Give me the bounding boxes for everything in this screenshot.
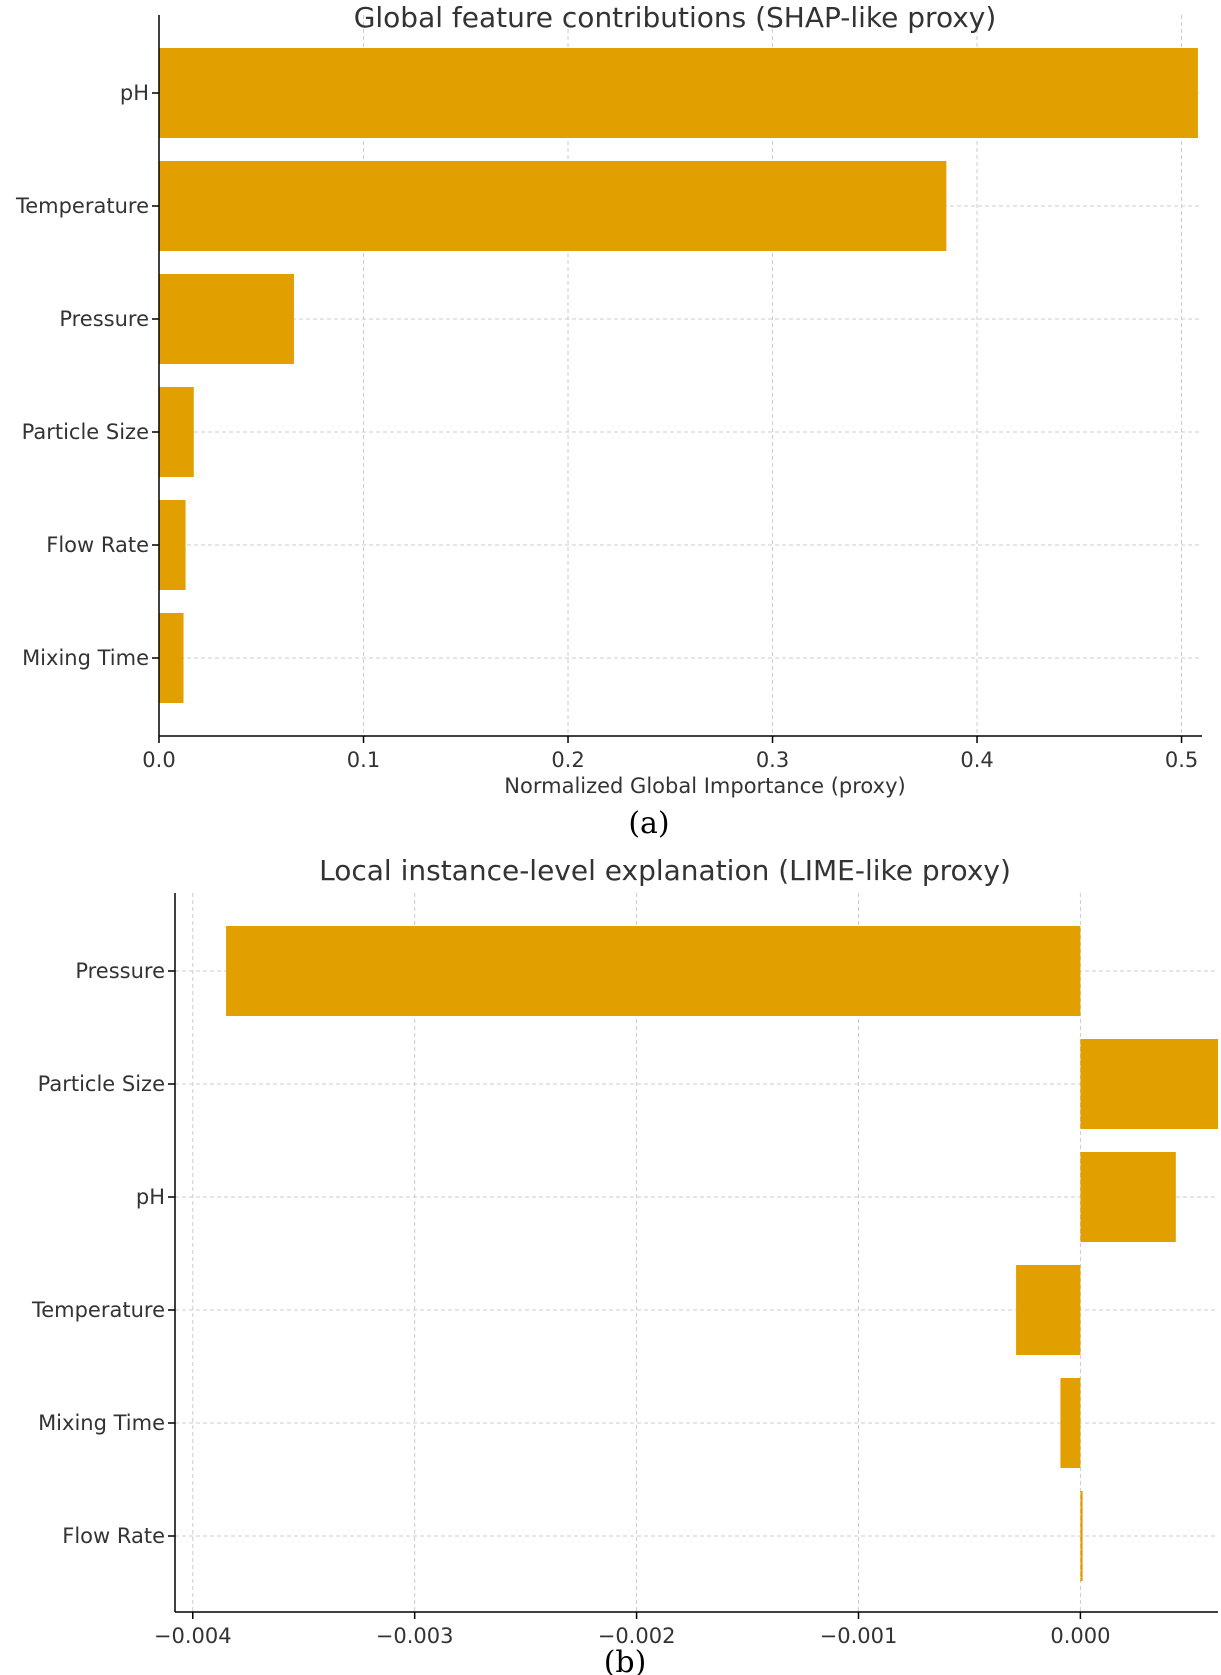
y-tick-label: Pressure [75, 959, 165, 983]
panel-label-a: (a) [628, 806, 669, 841]
x-tick-label: 0.000 [1050, 1624, 1110, 1648]
y-tick-label: Flow Rate [62, 1524, 165, 1548]
x-tick-label: 0.2 [551, 748, 584, 772]
bar [159, 500, 186, 590]
y-tick-label: Temperature [31, 1298, 165, 1322]
y-tick-label: Particle Size [38, 1072, 165, 1096]
bar [159, 274, 294, 364]
x-tick-label: −0.004 [154, 1624, 232, 1648]
bar [1016, 1265, 1081, 1355]
y-tick-label: Particle Size [22, 420, 149, 444]
x-ticks-b: −0.004 −0.003 −0.002 −0.001 0.000 [154, 1612, 1110, 1648]
bar [226, 926, 1081, 1016]
chart-title-a: Global feature contributions (SHAP-like … [354, 1, 997, 34]
x-tick-label: 0.1 [347, 748, 380, 772]
x-ticks-a: 0.0 0.1 0.2 0.3 0.4 0.5 [142, 736, 1198, 772]
chart-local-explanation: Pressure Particle Size pH Temperature Mixing… [31, 854, 1218, 1675]
x-tick-label: 0.5 [1165, 748, 1198, 772]
y-tick-label: pH [136, 1185, 165, 1209]
bar [159, 613, 184, 703]
y-tick-label: Mixing Time [22, 646, 149, 670]
y-tick-label: Mixing Time [38, 1411, 165, 1435]
y-tick-labels-a: pH Temperature Pressure Particle Size Flow R… [15, 81, 159, 670]
y-tick-label: pH [120, 81, 149, 105]
x-tick-label: −0.001 [820, 1624, 898, 1648]
bar [1080, 1039, 1218, 1129]
x-tick-label: 0.3 [756, 748, 789, 772]
panel-label-b: (b) [604, 1645, 647, 1675]
bars-b [226, 926, 1218, 1581]
bar [159, 387, 194, 477]
x-tick-label: 0.4 [960, 748, 993, 772]
chart-title-b: Local instance-level explanation (LIME-l… [319, 854, 1011, 887]
y-tick-label: Flow Rate [46, 533, 149, 557]
x-axis-label-a: Normalized Global Importance (proxy) [504, 774, 905, 798]
bar [1080, 1152, 1176, 1242]
x-tick-label: 0.0 [142, 748, 175, 772]
y-tick-labels-b: Pressure Particle Size pH Temperature Mixing… [31, 959, 175, 1548]
bar [1080, 1491, 1083, 1581]
bar [159, 48, 1198, 138]
bar [1060, 1378, 1081, 1468]
y-tick-label: Pressure [59, 307, 149, 331]
bars-a [159, 48, 1198, 703]
x-tick-label: −0.003 [376, 1624, 454, 1648]
x-tick-label: −0.002 [598, 1624, 676, 1648]
bar [159, 161, 947, 251]
chart-global-importance: pH Temperature Pressure Particle Size Flow R… [15, 1, 1202, 841]
y-tick-label: Temperature [15, 194, 149, 218]
